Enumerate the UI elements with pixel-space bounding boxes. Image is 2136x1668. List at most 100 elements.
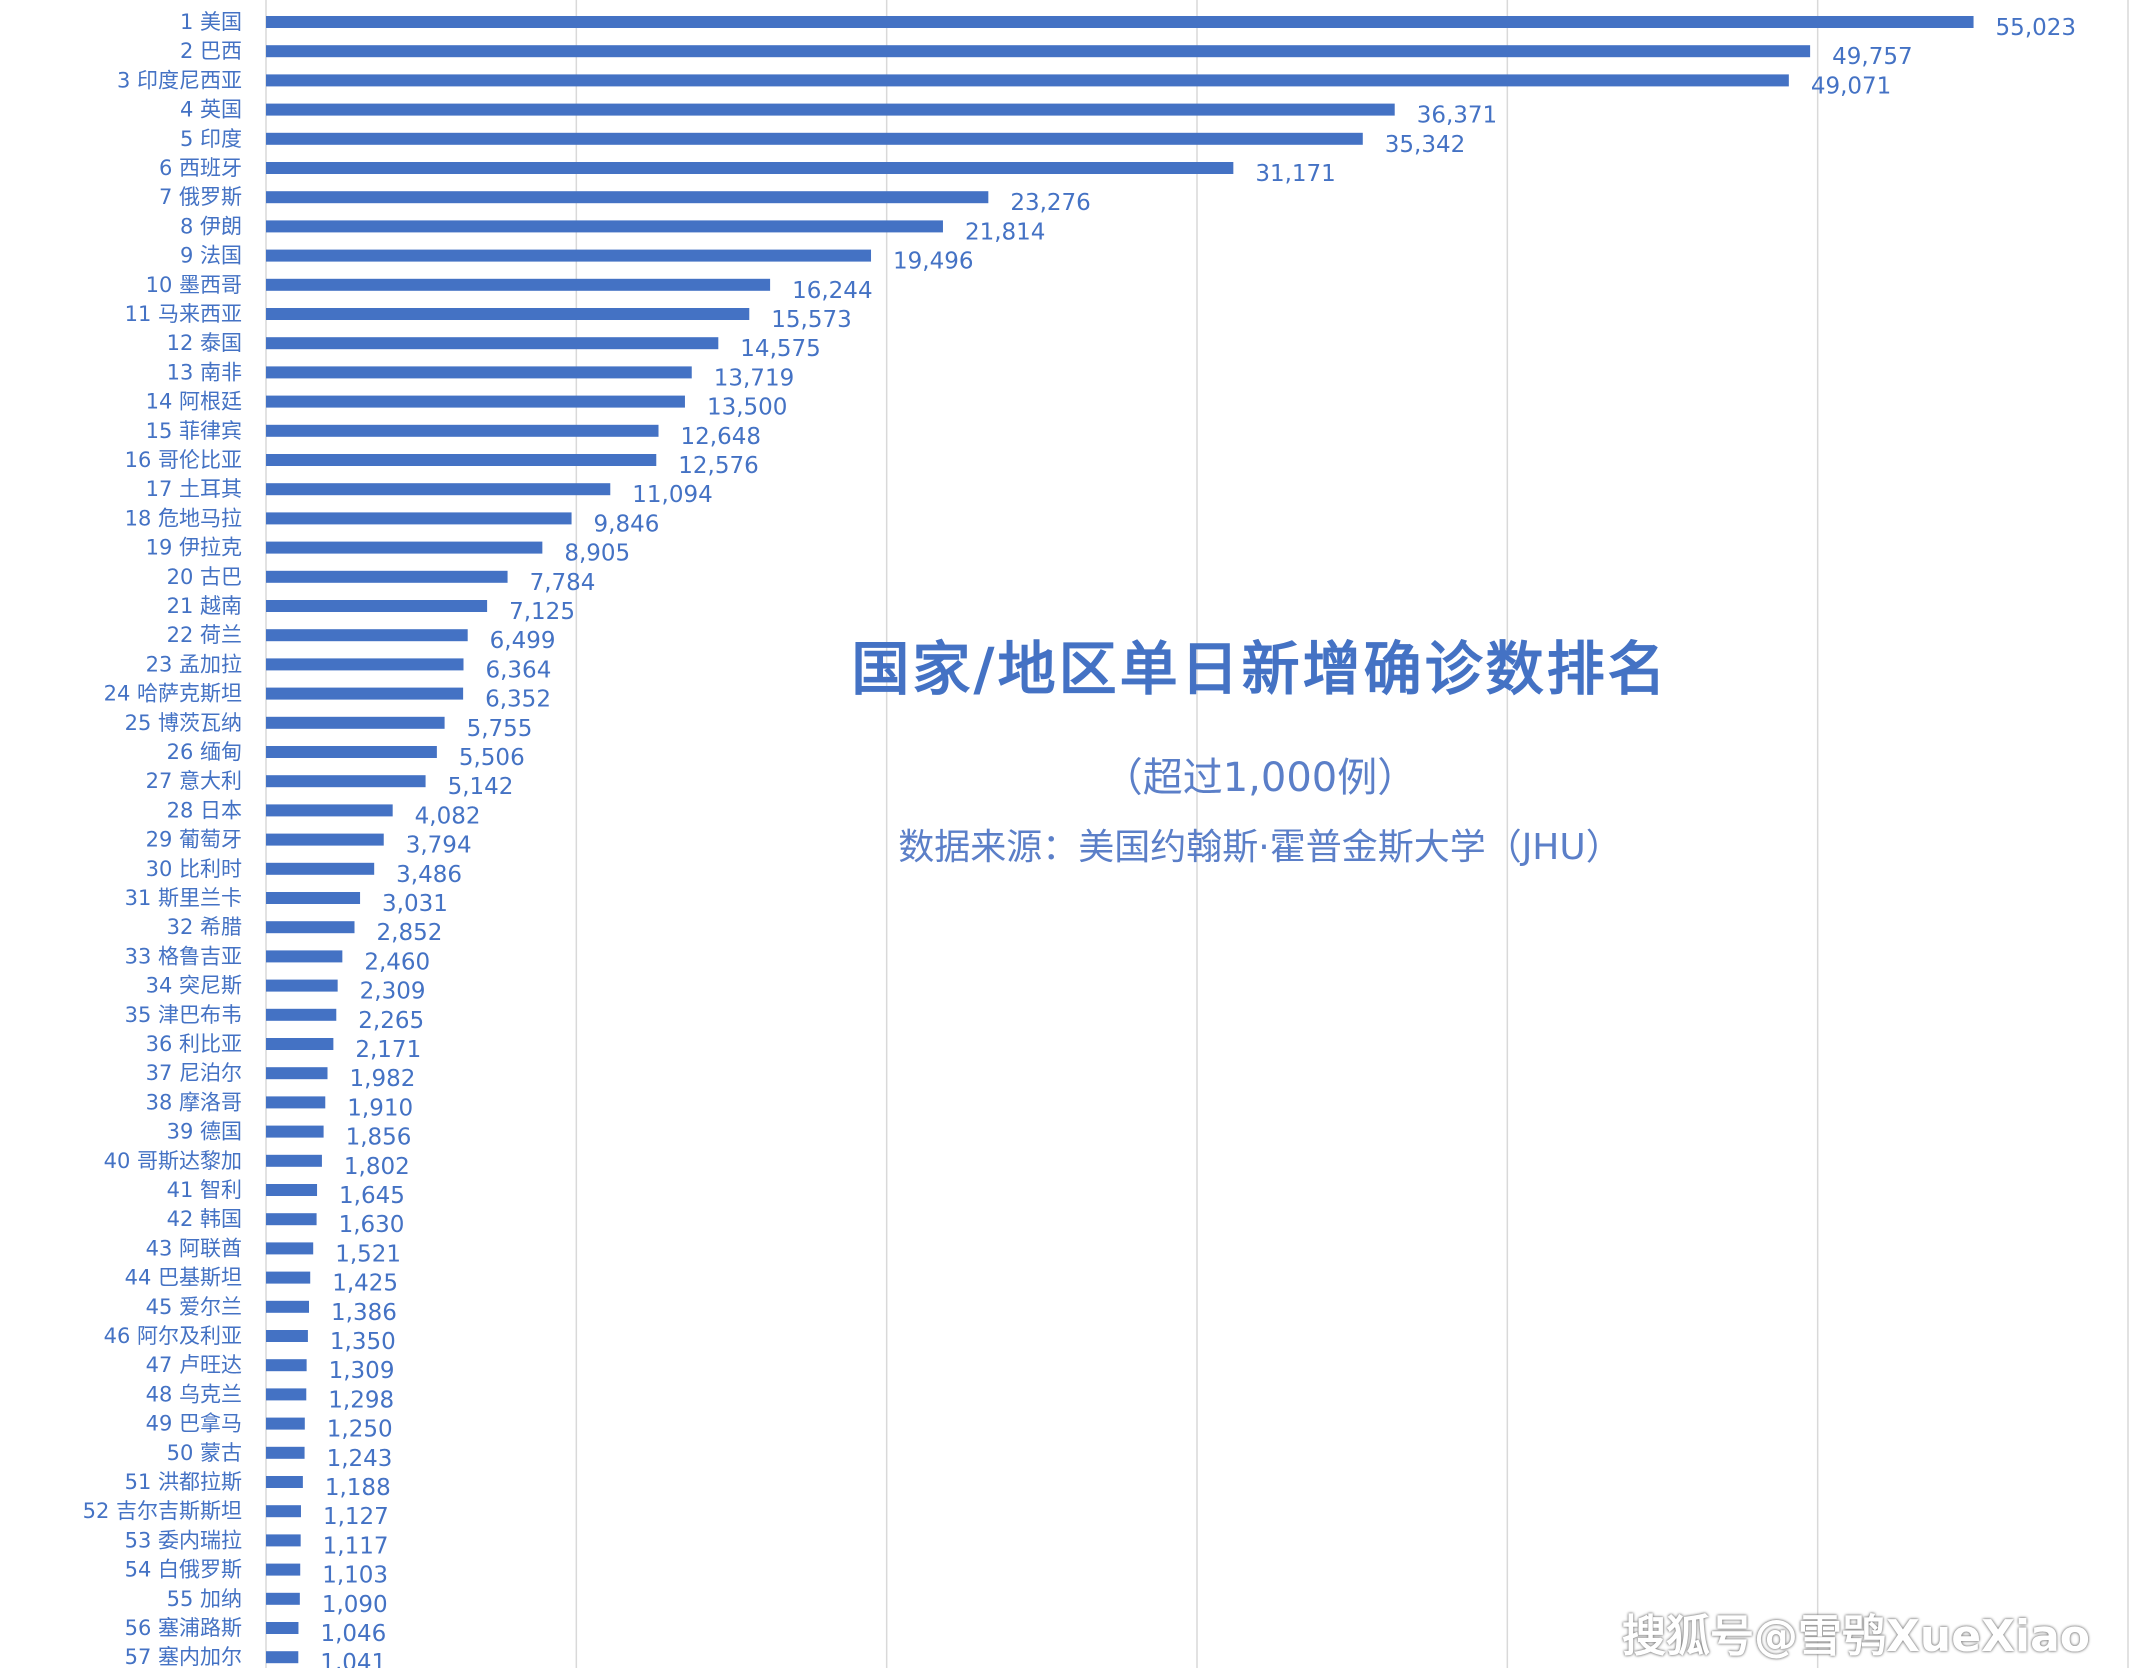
bar bbox=[266, 483, 611, 496]
data-label: 1,425 bbox=[332, 1271, 398, 1297]
data-label: 1,188 bbox=[325, 1475, 391, 1501]
data-label: 1,117 bbox=[323, 1533, 389, 1559]
category-label: 21 越南 bbox=[167, 594, 242, 618]
data-label: 1,910 bbox=[347, 1095, 413, 1121]
bar bbox=[266, 1476, 303, 1488]
data-label: 36,371 bbox=[1417, 103, 1497, 129]
bar bbox=[266, 1446, 305, 1459]
category-label: 31 斯里兰卡 bbox=[125, 886, 242, 910]
data-label: 13,500 bbox=[707, 395, 787, 421]
category-label: 50 蒙古 bbox=[167, 1441, 242, 1465]
data-label: 5,142 bbox=[448, 774, 514, 800]
category-label: 23 孟加拉 bbox=[146, 652, 242, 676]
bar bbox=[266, 950, 343, 963]
bar bbox=[266, 74, 1789, 87]
bar bbox=[266, 1242, 314, 1255]
data-label: 1,856 bbox=[346, 1125, 412, 1151]
data-label: 8,905 bbox=[564, 541, 630, 567]
bar bbox=[266, 570, 508, 583]
category-label: 13 南非 bbox=[167, 360, 242, 384]
bar bbox=[266, 1505, 301, 1518]
bar bbox=[266, 1417, 305, 1430]
category-label: 57 塞内加尔 bbox=[125, 1645, 242, 1668]
category-label: 41 智利 bbox=[167, 1178, 242, 1202]
category-label: 22 荷兰 bbox=[167, 623, 242, 647]
bar bbox=[266, 1184, 318, 1196]
bar bbox=[266, 1096, 326, 1109]
bar bbox=[266, 892, 361, 904]
category-label: 8 伊朗 bbox=[180, 214, 242, 238]
bar bbox=[266, 600, 488, 612]
data-label: 1,630 bbox=[339, 1212, 405, 1238]
chart-source: 数据来源：美国约翰斯·霍普金斯大学（JHU） bbox=[898, 827, 1622, 868]
category-label: 4 英国 bbox=[180, 98, 242, 122]
category-label: 55 加纳 bbox=[167, 1587, 242, 1611]
bar bbox=[266, 1622, 299, 1634]
data-label: 35,342 bbox=[1385, 132, 1465, 158]
category-label: 10 墨西哥 bbox=[146, 273, 242, 297]
bar bbox=[266, 1213, 317, 1226]
bar bbox=[266, 1125, 324, 1138]
chart-subtitle: （超过1,000例） bbox=[1102, 755, 1418, 801]
category-label: 7 俄罗斯 bbox=[159, 185, 242, 209]
category-label: 30 比利时 bbox=[146, 857, 242, 881]
category-label: 15 菲律宾 bbox=[146, 419, 242, 443]
bar bbox=[266, 1534, 301, 1547]
bar bbox=[266, 1563, 301, 1576]
category-label: 27 意大利 bbox=[146, 769, 242, 793]
category-label: 52 吉尔吉斯斯坦 bbox=[83, 1499, 242, 1523]
bar bbox=[266, 1154, 322, 1167]
data-label: 1,309 bbox=[329, 1358, 395, 1384]
category-label: 44 巴基斯坦 bbox=[125, 1266, 242, 1290]
data-label: 1,298 bbox=[328, 1387, 394, 1413]
data-label: 16,244 bbox=[792, 278, 872, 304]
bar bbox=[266, 103, 1395, 116]
data-label: 1,802 bbox=[344, 1154, 410, 1180]
bar bbox=[266, 1330, 308, 1342]
bar bbox=[266, 862, 375, 875]
category-label: 53 委内瑞拉 bbox=[125, 1528, 242, 1552]
bar bbox=[266, 191, 989, 204]
category-label: 1 美国 bbox=[180, 10, 242, 34]
data-label: 5,506 bbox=[459, 745, 525, 771]
category-label: 12 泰国 bbox=[167, 331, 242, 355]
category-label: 54 白俄罗斯 bbox=[125, 1558, 242, 1582]
data-label: 1,521 bbox=[335, 1241, 401, 1267]
category-label: 17 土耳其 bbox=[146, 477, 242, 501]
bar bbox=[266, 629, 468, 642]
data-label: 19,496 bbox=[893, 249, 973, 275]
watermark: 搜狐号@雪鸮XueXiao bbox=[1621, 1611, 2090, 1662]
category-label: 16 哥伦比亚 bbox=[125, 448, 242, 472]
data-label: 1,103 bbox=[322, 1563, 388, 1589]
category-label: 39 德国 bbox=[167, 1120, 242, 1144]
category-label: 9 法国 bbox=[180, 244, 242, 268]
data-label: 3,031 bbox=[382, 891, 448, 917]
data-label: 9,846 bbox=[594, 511, 660, 537]
data-label: 49,071 bbox=[1811, 73, 1891, 99]
bar bbox=[266, 1300, 310, 1313]
data-label: 14,575 bbox=[740, 336, 820, 362]
bar bbox=[266, 454, 657, 466]
category-label: 24 哈萨克斯坦 bbox=[104, 682, 242, 706]
bar bbox=[266, 1651, 299, 1664]
category-label: 35 津巴布韦 bbox=[125, 1003, 242, 1027]
data-label: 6,352 bbox=[485, 687, 551, 713]
data-label: 2,460 bbox=[364, 949, 430, 975]
bar bbox=[266, 1388, 307, 1401]
data-label: 2,852 bbox=[377, 920, 443, 946]
data-label: 3,486 bbox=[396, 862, 462, 888]
bar bbox=[266, 308, 750, 320]
data-label: 2,265 bbox=[358, 1008, 424, 1034]
data-label: 2,309 bbox=[360, 979, 426, 1005]
bar bbox=[266, 220, 943, 233]
data-label: 3,794 bbox=[406, 833, 472, 859]
bar bbox=[266, 1359, 307, 1372]
data-label: 4,082 bbox=[415, 803, 481, 829]
category-label: 19 伊拉克 bbox=[146, 536, 242, 560]
category-label: 28 日本 bbox=[167, 798, 242, 822]
category-label: 42 韩国 bbox=[167, 1207, 242, 1231]
category-label: 26 缅甸 bbox=[167, 740, 242, 764]
bar bbox=[266, 249, 872, 262]
bar bbox=[266, 716, 445, 729]
